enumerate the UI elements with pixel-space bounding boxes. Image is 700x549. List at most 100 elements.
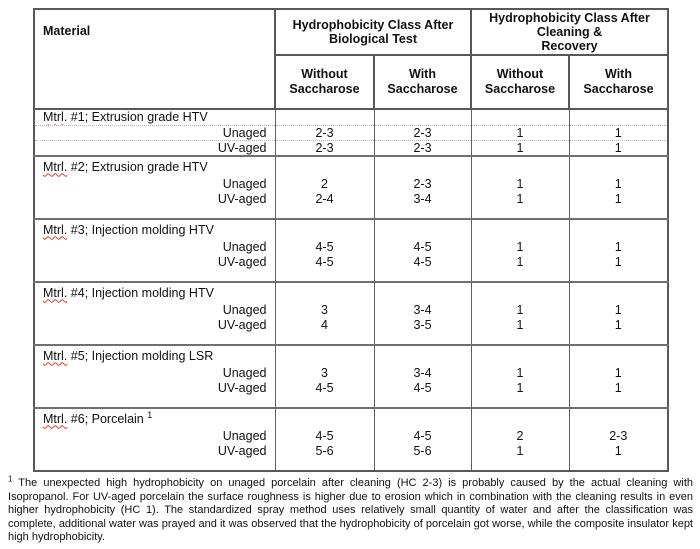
aging-label: UV-aged — [217, 318, 267, 332]
material-section: Mtrl. #1; Extrusion grade HTV Unaged 2-3 2-… — [34, 109, 668, 156]
hc-value: 3-4 — [373, 191, 471, 207]
footnote-text: The unexpected high hydrophobicity on un… — [8, 477, 693, 544]
material-name-row: Mtrl. #3; Injection molding HTV — [34, 218, 668, 240]
empty-cell — [470, 155, 569, 177]
spacer-row — [34, 395, 668, 408]
group-header-line: Biological Test — [329, 32, 417, 46]
hc-value: 1 — [470, 239, 569, 255]
hc-value: 2-3 — [373, 176, 471, 192]
empty-cell — [373, 407, 471, 429]
hc-value: 1 — [470, 191, 569, 207]
empty-cell — [373, 155, 471, 177]
empty-cell — [470, 332, 569, 345]
empty-cell — [274, 395, 374, 408]
empty-cell — [274, 332, 374, 345]
aging-label: UV-aged — [217, 140, 267, 155]
empty-cell — [373, 218, 471, 240]
empty-cell — [568, 206, 668, 219]
material-name-row: Mtrl. #5; Injection molding LSR — [34, 344, 668, 366]
empty-cell — [373, 395, 471, 408]
empty-cell — [373, 458, 471, 471]
hc-value: 2-3 — [274, 125, 374, 141]
data-row: UV-aged 4 3-5 1 1 — [34, 317, 668, 333]
group-header-biological-test: Hydrophobicity Class After Biological Te… — [274, 8, 472, 56]
aging-label: UV-aged — [217, 381, 267, 395]
hydrophobicity-table: Material Hydrophobicity Class After Biol… — [33, 8, 669, 472]
empty-cell — [470, 269, 569, 282]
hc-value: 2-3 — [568, 428, 668, 444]
hc-value: 1 — [470, 380, 569, 396]
hc-value: 1 — [470, 317, 569, 333]
material-name: Mtrl. #4; Injection molding HTV — [43, 285, 214, 300]
spacer-row — [34, 332, 668, 345]
empty-cell — [274, 344, 374, 366]
material-name-row: Mtrl. #2; Extrusion grade HTV — [34, 155, 668, 177]
hc-value: 1 — [568, 140, 668, 156]
empty-cell — [34, 459, 275, 471]
data-row: Unaged 2 2-3 1 1 — [34, 176, 668, 192]
material-section: Mtrl. #2; Extrusion grade HTV Unaged 2 2-3 1… — [34, 155, 668, 219]
hc-value: 1 — [568, 302, 668, 318]
empty-cell — [34, 207, 275, 219]
data-row: UV-aged 2-3 2-3 1 1 — [34, 140, 668, 156]
data-row: Unaged 3 3-4 1 1 — [34, 365, 668, 381]
empty-cell — [373, 332, 471, 345]
subheader-row: Without Saccharose With Saccharose Witho… — [34, 54, 669, 110]
footnote-ref: 1 — [147, 409, 153, 420]
hc-value: 4-5 — [373, 380, 471, 396]
hc-value: 4-5 — [373, 428, 471, 444]
empty-cell — [274, 407, 374, 429]
hc-value: 1 — [568, 125, 668, 141]
aging-label: Unaged — [34, 125, 275, 141]
hc-value: 4 — [274, 317, 374, 333]
aging-label: UV-aged — [217, 444, 267, 458]
hc-value: 3 — [274, 365, 374, 381]
aging-label: Unaged — [222, 303, 267, 317]
material-section: Mtrl. #6; Porcelain 1 Unaged 4-5 4-5 2 2-3 UV-… — [34, 407, 668, 471]
material-abbr: Mtrl. — [43, 159, 68, 174]
material-abbr: Mtrl. — [43, 110, 68, 125]
empty-cell — [568, 395, 668, 408]
data-row: Unaged 4-5 4-5 1 1 — [34, 239, 668, 255]
empty-cell — [373, 206, 471, 219]
subheader-with-saccharose-clean: With Saccharose — [568, 54, 669, 110]
hc-value: 4-5 — [274, 428, 374, 444]
hc-value: 2 — [274, 176, 374, 192]
empty-cell — [568, 218, 668, 240]
hc-value: 5-6 — [274, 443, 374, 459]
group-header-line: Hydrophobicity Class After — [489, 11, 650, 25]
hc-value: 4-5 — [373, 239, 471, 255]
material-name-row: Mtrl. #1; Extrusion grade HTV — [34, 109, 668, 126]
hc-value: 3-4 — [373, 365, 471, 381]
material-name-row: Mtrl. #4; Injection molding HTV — [34, 281, 668, 303]
empty-cell — [568, 155, 668, 177]
empty-cell — [470, 281, 569, 303]
material-name: Mtrl. #3; Injection molding HTV — [43, 222, 214, 237]
material-column-header: Material — [33, 8, 276, 110]
empty-cell — [470, 109, 569, 126]
hc-value: 2-3 — [373, 140, 471, 156]
aging-label: Unaged — [222, 429, 267, 443]
empty-cell — [568, 407, 668, 429]
material-name: Mtrl. #5; Injection molding LSR — [43, 348, 214, 363]
subheader-with-saccharose-bio: With Saccharose — [373, 54, 472, 110]
empty-cell — [373, 109, 471, 126]
spacer-row — [34, 206, 668, 219]
empty-cell — [34, 333, 275, 345]
data-row: UV-aged 4-5 4-5 1 1 — [34, 380, 668, 396]
empty-cell — [470, 206, 569, 219]
empty-cell — [274, 155, 374, 177]
hc-value: 3 — [274, 302, 374, 318]
hc-value: 1 — [568, 239, 668, 255]
empty-cell — [470, 395, 569, 408]
footnote-marker: 1 — [8, 474, 13, 484]
empty-cell — [568, 269, 668, 282]
material-name: Mtrl. #1; Extrusion grade HTV — [34, 109, 275, 126]
hc-value: 1 — [470, 302, 569, 318]
hc-value: 2-3 — [373, 125, 471, 141]
material-name: Mtrl. #6; Porcelain 1 — [43, 409, 153, 426]
data-row: Unaged 3 3-4 1 1 — [34, 302, 668, 318]
hc-value: 2-4 — [274, 191, 374, 207]
hc-value: 1 — [470, 443, 569, 459]
